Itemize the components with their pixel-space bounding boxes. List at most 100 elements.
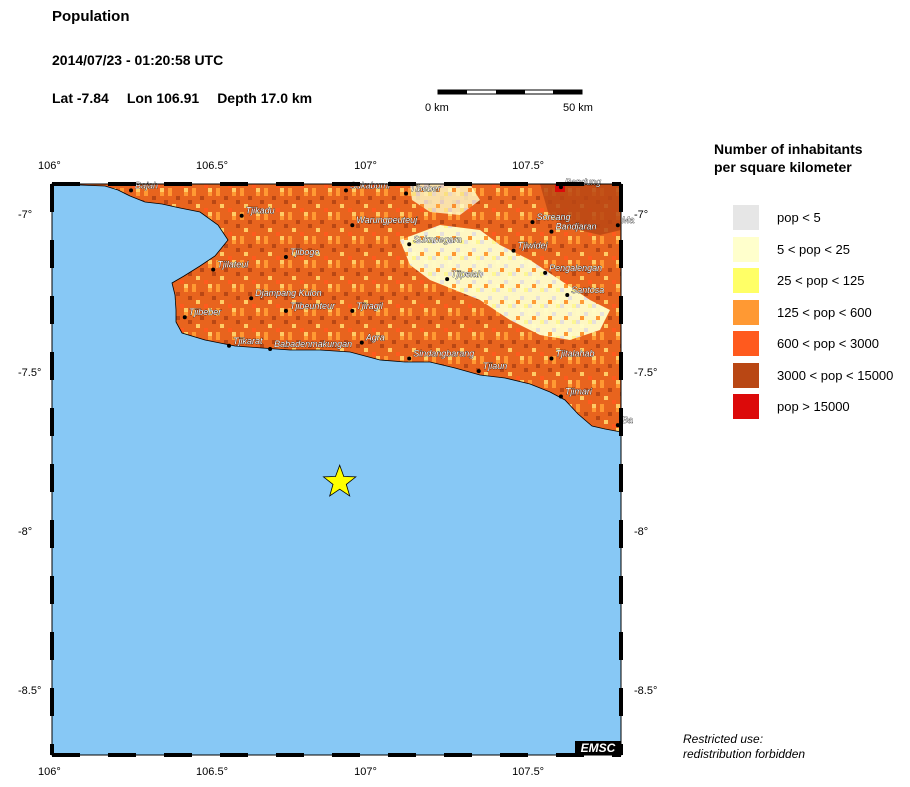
legend-label: 125 < pop < 600 — [777, 304, 872, 320]
restricted-line1: Restricted use: — [683, 732, 764, 746]
town-label: Tjitalahab — [555, 348, 594, 358]
legend-title-line1: Number of inhabitants — [714, 141, 863, 157]
legend-swatch — [733, 331, 759, 356]
event-datetime: 2014/07/23 - 01:20:58 UTC — [52, 52, 224, 68]
x-tick-label: 107.5° — [512, 766, 545, 778]
frame-segment — [332, 753, 360, 757]
town-label: Tjiwidej — [518, 241, 549, 251]
restricted-line2: redistribution forbidden — [683, 747, 806, 761]
town-marker — [543, 270, 548, 275]
town-marker — [182, 315, 187, 320]
frame-segment — [619, 296, 623, 324]
frame-segment — [50, 744, 54, 755]
frame-segment — [50, 632, 54, 660]
town-label: Tjiaun — [483, 361, 508, 371]
x-tick-label: 107° — [354, 160, 377, 172]
town-label: Djampang Kulon — [255, 288, 322, 298]
town-label: Tjilateul — [217, 260, 249, 270]
town-label: Ma — [622, 215, 635, 225]
town-marker — [530, 220, 535, 225]
frame-segment — [50, 240, 54, 268]
low-density-region — [410, 184, 480, 215]
latitude-text: Lat -7.84 — [52, 90, 109, 106]
frame-segment — [388, 753, 416, 757]
legend-label: pop > 15000 — [777, 399, 850, 414]
town-label: Tjibeber — [189, 307, 223, 317]
town-label: Agra — [365, 333, 385, 343]
x-tick-label: 107.5° — [512, 160, 545, 172]
town-marker — [283, 308, 288, 313]
legend-label: pop < 5 — [777, 210, 821, 225]
town-label: Tjipelah — [451, 269, 483, 279]
frame-segment — [164, 182, 192, 186]
town-marker — [350, 223, 355, 228]
legend-title: Number of inhabitants per square kilomet… — [714, 140, 863, 176]
town-marker — [445, 277, 450, 282]
star-icon — [322, 464, 357, 497]
town-label: Sindangbarang — [413, 348, 474, 358]
frame-segment — [220, 182, 248, 186]
emsc-logo: EMSC — [575, 741, 621, 755]
frame-segment — [164, 753, 192, 757]
frame-segment — [220, 753, 248, 757]
town-label: Tibeber — [410, 184, 441, 194]
town-marker — [249, 296, 254, 301]
frame-segment — [619, 576, 623, 604]
map-title: Population — [52, 8, 130, 25]
town-marker — [558, 394, 563, 399]
depth-text: Depth 17.0 km — [217, 90, 313, 106]
x-tick-label: 106.5° — [196, 160, 228, 172]
town-label: Tjimari — [565, 387, 593, 397]
town-marker — [511, 248, 516, 253]
town-marker — [615, 423, 620, 428]
town-marker — [129, 188, 134, 193]
frame-segment — [612, 753, 621, 757]
y-tick-label: -7° — [634, 208, 649, 221]
town-marker — [359, 340, 364, 345]
town-marker — [404, 191, 409, 196]
frame-segment — [619, 520, 623, 548]
frame-segment — [444, 182, 472, 186]
frame-segment — [332, 182, 360, 186]
y-tick-label: -7.5° — [18, 367, 42, 380]
legend-label: 5 < pop < 25 — [777, 241, 851, 257]
town-label: Bajah — [135, 180, 158, 190]
frame-segment — [50, 296, 54, 324]
legend-swatch — [733, 362, 759, 388]
town-marker — [343, 188, 348, 193]
frame-segment — [108, 753, 136, 757]
town-marker — [549, 356, 554, 361]
town-marker — [407, 356, 412, 361]
town-label: Tjikadu — [246, 206, 275, 216]
town-label: Tjiragil — [356, 301, 384, 311]
town-label: Bandjaran — [555, 222, 596, 232]
x-tick-label: 106° — [38, 160, 61, 172]
scale-end-label: 50 km — [563, 102, 593, 114]
town-label: Tjibeunteur — [290, 301, 336, 311]
frame-segment — [444, 753, 472, 757]
frame-segment — [556, 182, 584, 186]
frame-segment — [50, 576, 54, 604]
frame-segment — [619, 744, 623, 755]
legend-swatch — [733, 394, 759, 419]
frame-segment — [500, 753, 528, 757]
frame-segment — [50, 464, 54, 492]
town-label: Ba — [622, 415, 633, 425]
frame-segment — [276, 182, 304, 186]
y-tick-label: -7.5° — [634, 367, 658, 380]
frame-segment — [619, 632, 623, 660]
scale-bar: 0 km 50 km — [420, 88, 620, 118]
town-label: Sukabumi — [350, 180, 391, 190]
legend-swatch — [733, 299, 759, 325]
frame-segment — [50, 184, 54, 212]
town-label: Tjikarat — [233, 336, 263, 346]
town-marker — [558, 185, 563, 190]
legend-title-line2: per square kilometer — [714, 159, 852, 175]
frame-segment — [556, 753, 584, 757]
x-tick-label: 106° — [38, 766, 61, 778]
town-marker — [407, 242, 412, 247]
y-tick-label: -8.5° — [634, 684, 658, 697]
town-label: Tjibogo — [290, 247, 320, 257]
frame-segment — [619, 464, 623, 492]
